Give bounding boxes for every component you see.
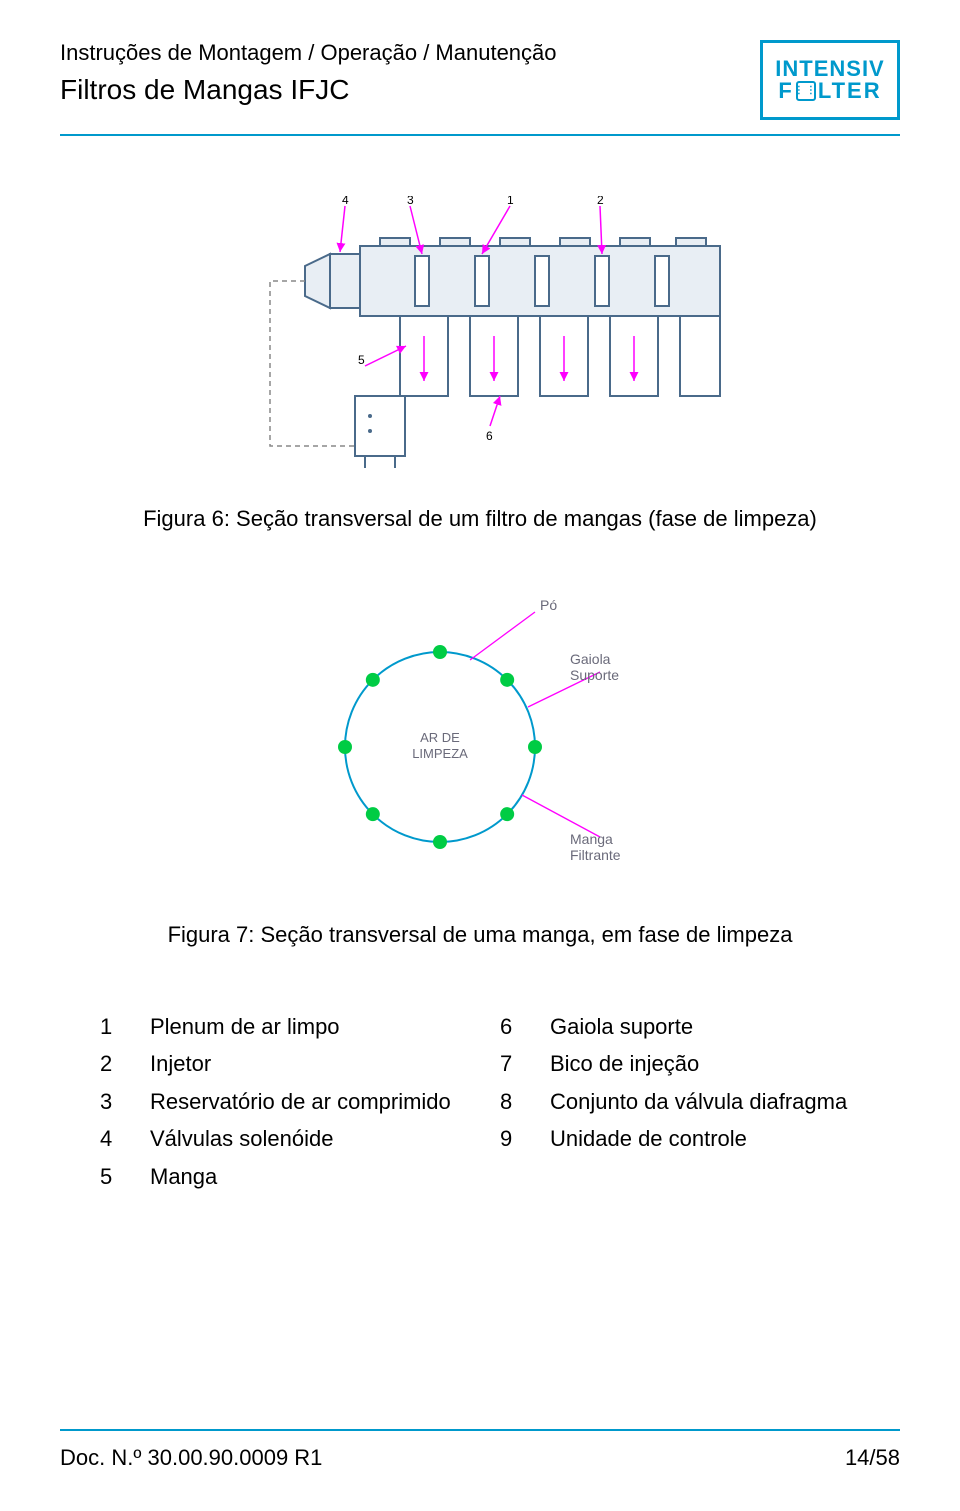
legend-num: 1 [100, 1008, 120, 1045]
figure7-caption: Figura 7: Seção transversal de uma manga… [168, 922, 793, 948]
legend-num: 9 [500, 1120, 520, 1157]
fig7-dot [366, 673, 380, 687]
legend-text: Bico de injeção [550, 1045, 699, 1082]
brand-logo: INTENSIV F ⋮⋮ LTER [760, 40, 900, 120]
legend-col-right: 6 Gaiola suporte 7 Bico de injeção 8 Conjunto… [500, 1008, 860, 1195]
logo-text-bottom: F ⋮⋮ LTER [778, 80, 881, 102]
svg-text:3: 3 [407, 196, 414, 207]
footer-page-num: 14/58 [845, 1445, 900, 1471]
page-header: Instruções de Montagem / Operação / Manu… [60, 40, 900, 120]
legend-num: 7 [500, 1045, 520, 1082]
fig7-label-po: Pó [540, 597, 557, 613]
legend-row: 5 Manga [100, 1158, 460, 1195]
footer-doc-num: Doc. N.º 30.00.90.0009 R1 [60, 1445, 322, 1471]
figure6-diagram: 4 3 1 2 5 6 [210, 196, 750, 476]
fig7-dot [433, 835, 447, 849]
legend-col-left: 1 Plenum de ar limpo 2 Injetor 3 Reservatório… [100, 1008, 460, 1195]
svg-text:4: 4 [342, 196, 349, 207]
svg-text:6: 6 [486, 429, 493, 443]
legend-text: Válvulas solenóide [150, 1120, 333, 1157]
legend-row: 9 Unidade de controle [500, 1120, 860, 1157]
svg-text:1: 1 [507, 196, 514, 207]
fig7-dot [338, 740, 352, 754]
legend-num: 8 [500, 1083, 520, 1120]
fig7-label-manga: Manga [570, 831, 613, 847]
logo-lter: LTER [818, 80, 882, 102]
legend-text: Injetor [150, 1045, 211, 1082]
header-line2: Filtros de Mangas IFJC [60, 74, 557, 106]
fig7-label-filtrante: Filtrante [570, 847, 621, 863]
svg-text:2: 2 [597, 196, 604, 207]
fig7-label-suporte: Suporte [570, 667, 619, 683]
content: 4 3 1 2 5 6 Figura 6: Seção transversal … [60, 136, 900, 1195]
legend-num: 4 [100, 1120, 120, 1157]
legend-num: 6 [500, 1008, 520, 1045]
svg-text:5: 5 [358, 353, 365, 367]
footer-rule [60, 1429, 900, 1431]
legend-text: Plenum de ar limpo [150, 1008, 340, 1045]
legend-text: Conjunto da válvula diafragma [550, 1083, 847, 1120]
legend-row: 1 Plenum de ar limpo [100, 1008, 460, 1045]
fig7-center-bot: LIMPEZA [412, 746, 468, 761]
header-line1: Instruções de Montagem / Operação / Manu… [60, 40, 557, 66]
legend-row: 7 Bico de injeção [500, 1045, 860, 1082]
fig7-label-gaiola: Gaiola [570, 651, 611, 667]
logo-text-top: INTENSIV [775, 58, 884, 80]
fig7-dot [528, 740, 542, 754]
fig7-dot [433, 645, 447, 659]
legend-text: Unidade de controle [550, 1120, 747, 1157]
fig7-dot [500, 807, 514, 821]
fig7-dot [366, 807, 380, 821]
legend-row: 4 Válvulas solenóide [100, 1120, 460, 1157]
legend-row: 6 Gaiola suporte [500, 1008, 860, 1045]
legend-num: 3 [100, 1083, 120, 1120]
legend-row: 3 Reservatório de ar comprimido [100, 1083, 460, 1120]
legend-row: 8 Conjunto da válvula diafragma [500, 1083, 860, 1120]
logo-f: F [778, 80, 793, 102]
fig7-dot [500, 673, 514, 687]
legend-num: 2 [100, 1045, 120, 1082]
legend-row: 2 Injetor [100, 1045, 460, 1082]
legend-num: 5 [100, 1158, 120, 1195]
legend-text: Manga [150, 1158, 217, 1195]
legend-text: Reservatório de ar comprimido [150, 1083, 451, 1120]
figure6-caption: Figura 6: Seção transversal de um filtro… [143, 506, 817, 532]
fig7-center-top: AR DE [420, 730, 460, 745]
figure7-diagram: AR DE LIMPEZA Pó Gaiola Suporte Manga Fi… [270, 592, 690, 892]
legend-text: Gaiola suporte [550, 1008, 693, 1045]
legend-table: 1 Plenum de ar limpo 2 Injetor 3 Reservatório… [60, 1008, 900, 1195]
page-footer: Doc. N.º 30.00.90.0009 R1 14/58 [60, 1429, 900, 1471]
header-titles: Instruções de Montagem / Operação / Manu… [60, 40, 557, 106]
page: Instruções de Montagem / Operação / Manu… [0, 0, 960, 1511]
figure6-wrap: 4 3 1 2 5 6 Figura 6: Seção transversal … [60, 196, 900, 948]
logo-icon: ⋮⋮ [796, 81, 816, 101]
